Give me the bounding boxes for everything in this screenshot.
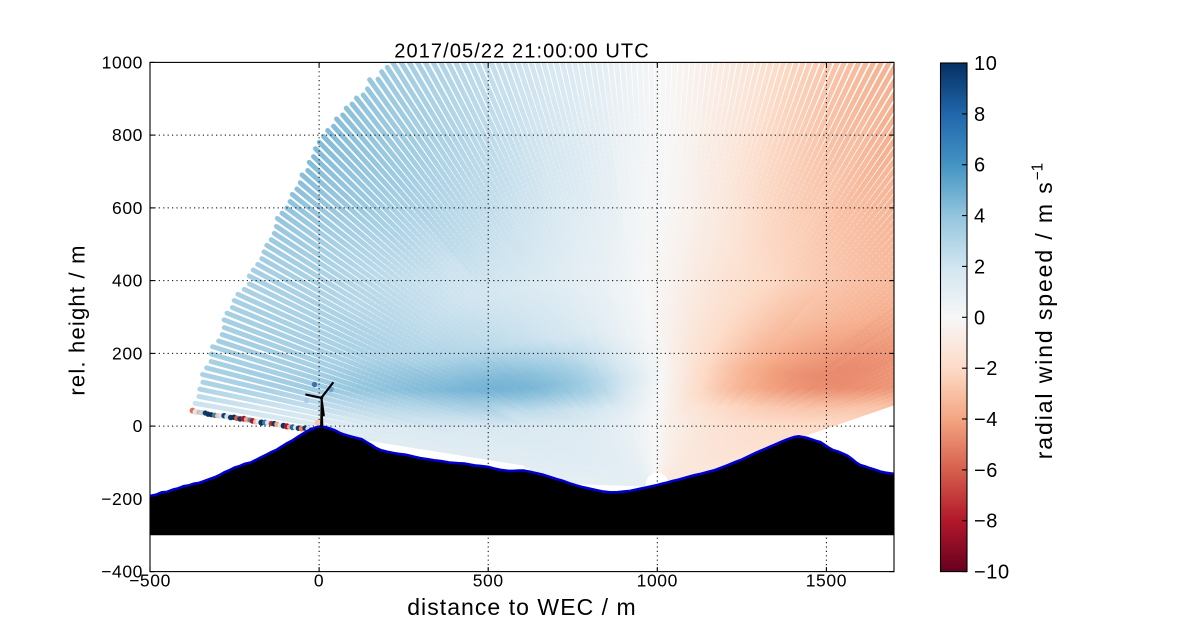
svg-text:1000: 1000 — [102, 52, 143, 72]
svg-text:−6: −6 — [974, 460, 998, 482]
svg-text:400: 400 — [112, 271, 143, 291]
svg-text:−500: −500 — [129, 571, 171, 591]
svg-text:−8: −8 — [974, 511, 998, 533]
svg-text:2: 2 — [974, 256, 986, 278]
svg-text:1500: 1500 — [806, 571, 847, 591]
svg-text:800: 800 — [112, 125, 143, 145]
svg-text:rel. height / m: rel. height / m — [65, 244, 90, 395]
svg-text:−4: −4 — [974, 409, 998, 431]
svg-text:0: 0 — [314, 571, 324, 591]
svg-text:500: 500 — [473, 571, 504, 591]
svg-text:4: 4 — [974, 206, 986, 228]
svg-text:radial wind speed / m s−1: radial wind speed / m s−1 — [1030, 163, 1058, 460]
svg-text:−400: −400 — [101, 562, 143, 582]
svg-text:200: 200 — [112, 343, 143, 363]
svg-text:−200: −200 — [101, 489, 143, 509]
svg-text:2017/05/22 21:00:00 UTC: 2017/05/22 21:00:00 UTC — [394, 41, 649, 63]
svg-text:distance to WEC / m: distance to WEC / m — [407, 594, 637, 620]
svg-text:600: 600 — [112, 198, 143, 218]
svg-text:8: 8 — [974, 104, 986, 126]
svg-text:0: 0 — [974, 307, 986, 329]
svg-text:−10: −10 — [974, 562, 1010, 584]
svg-text:−2: −2 — [974, 358, 998, 380]
svg-text:6: 6 — [974, 155, 986, 177]
svg-text:0: 0 — [133, 416, 143, 436]
svg-text:10: 10 — [974, 53, 997, 75]
svg-text:1000: 1000 — [637, 571, 678, 591]
